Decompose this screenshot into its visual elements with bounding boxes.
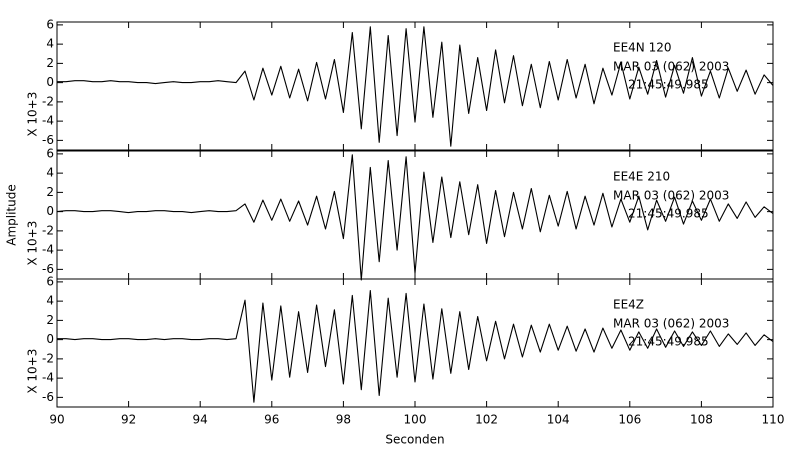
- y-axis-unit: X 10+3: [26, 92, 40, 137]
- x-tick-label: 96: [264, 413, 279, 427]
- time-label: 21:45:49.985: [628, 335, 709, 349]
- waveform: [57, 26, 774, 147]
- y-tick-label: 4: [46, 166, 54, 180]
- y-tick-label: -4: [42, 371, 54, 385]
- y-tick-label: -2: [42, 94, 54, 108]
- y-tick-label: 2: [46, 185, 54, 199]
- y-tick-label: -6: [42, 262, 54, 276]
- x-axis-title: Seconden: [385, 433, 444, 447]
- station-label: EE4E 210: [613, 170, 670, 184]
- date-label: MAR 03 (062) 2003: [613, 317, 729, 331]
- y-tick-label: -6: [42, 390, 54, 404]
- y-tick-label: 6: [46, 17, 54, 31]
- y-tick-label: 4: [46, 37, 54, 51]
- x-tick-label: 104: [547, 413, 570, 427]
- x-tick-label: 90: [49, 413, 64, 427]
- waveform: [57, 289, 774, 403]
- x-tick-label: 98: [336, 413, 351, 427]
- y-tick-label: 6: [46, 146, 54, 160]
- y-tick-label: 2: [46, 313, 54, 327]
- time-label: 21:45:49.985: [628, 207, 709, 221]
- station-label: EE4Z: [613, 298, 644, 312]
- y-tick-label: -4: [42, 243, 54, 257]
- date-label: MAR 03 (062) 2003: [613, 189, 729, 203]
- x-tick-label: 102: [475, 413, 498, 427]
- x-tick-label: 108: [690, 413, 713, 427]
- y-tick-label: 0: [46, 332, 54, 346]
- y-axis-title: Amplitude: [5, 184, 19, 246]
- y-tick-label: -2: [42, 351, 54, 365]
- date-label: MAR 03 (062) 2003: [613, 60, 729, 74]
- y-tick-label: 6: [46, 274, 54, 288]
- y-tick-label: 0: [46, 204, 54, 218]
- y-tick-label: -4: [42, 114, 54, 128]
- time-label: 21:45:49.985: [628, 78, 709, 92]
- y-tick-label: 0: [46, 75, 54, 89]
- station-label: EE4N 120: [613, 41, 672, 55]
- y-tick-label: -6: [42, 133, 54, 147]
- y-tick-label: -2: [42, 223, 54, 237]
- x-tick-label: 110: [762, 413, 785, 427]
- x-tick-label: 100: [404, 413, 427, 427]
- y-tick-label: 4: [46, 294, 54, 308]
- x-tick-label: 92: [121, 413, 136, 427]
- x-tick-label: 94: [193, 413, 208, 427]
- y-axis-unit: X 10+3: [26, 221, 40, 266]
- y-tick-label: 2: [46, 56, 54, 70]
- x-tick-label: 106: [618, 413, 641, 427]
- waveform: [56, 154, 774, 281]
- y-axis-unit: X 10+3: [26, 349, 40, 394]
